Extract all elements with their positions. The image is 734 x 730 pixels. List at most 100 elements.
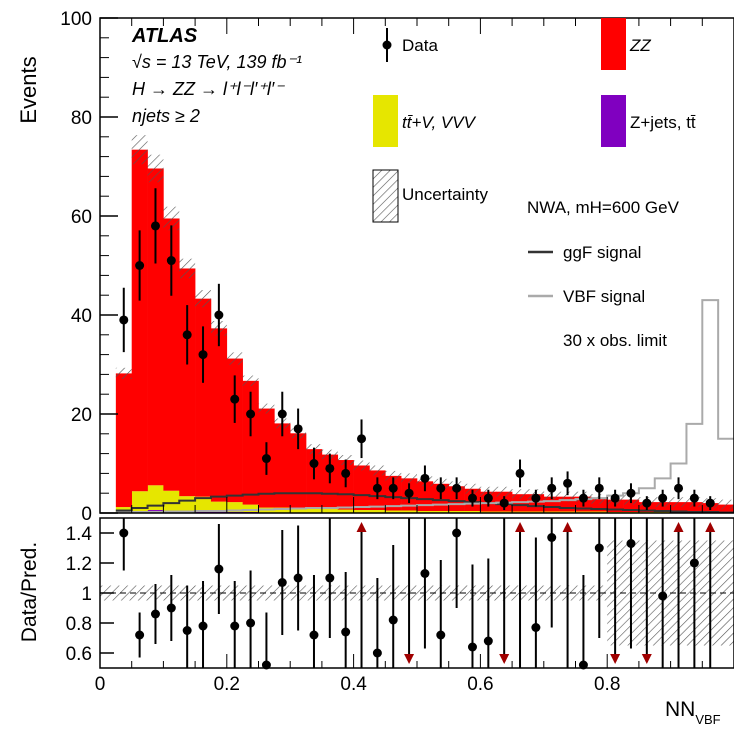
ratio-point-11 xyxy=(293,573,303,583)
legend-label-zz: ZZ xyxy=(629,36,651,55)
main-ytick-label-3: 60 xyxy=(71,207,92,228)
atlas-label: ATLAS xyxy=(131,25,198,47)
uncertainty-hatch-8 xyxy=(242,375,259,387)
data-point-35 xyxy=(674,483,684,493)
legend-swatch-ttv xyxy=(373,95,398,147)
bar-tt-v-vvv-23 xyxy=(480,511,497,513)
data-point-0 xyxy=(119,315,129,325)
data-point-5 xyxy=(198,350,208,360)
ratio-downarrow-3 xyxy=(641,654,652,664)
ratio-point-0 xyxy=(119,528,129,538)
data-point-9 xyxy=(261,454,271,464)
data-point-14 xyxy=(341,468,351,478)
bar-tt-v-vvv-11 xyxy=(290,507,307,513)
ratio-downarrow-2 xyxy=(610,654,621,664)
uncertainty-hatch-9 xyxy=(258,403,275,414)
bar-tt-v-vvv-14 xyxy=(337,509,354,513)
main-y-axis-label: Events xyxy=(16,56,41,123)
ratio-point-10 xyxy=(277,578,287,587)
ratio-point-25 xyxy=(594,543,604,553)
bar-zz-0 xyxy=(115,373,132,508)
uncertainty-hatch-16 xyxy=(369,465,386,476)
legend-label-data: Data xyxy=(402,36,438,55)
bar-tt-v-vvv-8 xyxy=(242,504,259,513)
bar-tt-v-vvv-20 xyxy=(432,511,449,513)
ratio-point-21 xyxy=(483,636,493,646)
ratio-xtick-label-2: 0.4 xyxy=(340,674,367,695)
main-y-ticks: 0 20 40 60 80 100 xyxy=(60,9,118,525)
ratio-point-8 xyxy=(246,618,256,628)
data-points-layer xyxy=(119,188,715,511)
ratio-uparrow-1 xyxy=(515,522,526,532)
legend-entry-zjets: Z+jets, tt̄ xyxy=(601,95,696,147)
ratio-point-20 xyxy=(467,642,477,652)
data-point-12 xyxy=(309,459,319,468)
uncertainty-hatch-28 xyxy=(559,491,576,502)
ratio-point-19 xyxy=(452,528,462,538)
ratio-y-axis-label: Data/Pred. xyxy=(18,542,41,642)
ratio-point-5 xyxy=(198,621,208,631)
data-point-24 xyxy=(499,498,509,508)
bar-tt-v-vvv-30 xyxy=(591,511,608,513)
uncertainty-hatch-38 xyxy=(718,499,734,510)
legend-swatch-zjets xyxy=(601,95,626,147)
bar-tt-v-vvv-15 xyxy=(353,510,370,513)
ratio-point-15 xyxy=(372,648,382,658)
data-point-19 xyxy=(420,473,430,483)
ratio-point-3 xyxy=(166,603,176,613)
bar-tt-v-vvv-1 xyxy=(131,491,148,512)
data-point-29 xyxy=(578,493,588,503)
limit-label: 30 x obs. limit xyxy=(563,331,667,350)
bar-tt-v-vvv-27 xyxy=(543,511,560,513)
ratio-point-26 xyxy=(626,539,636,548)
bar-zz-11 xyxy=(290,433,307,508)
main-plot-panel: 0 20 40 60 80 100 Events xyxy=(16,9,734,525)
legend-entry-data: Data xyxy=(382,28,438,62)
ratio-uparrow-0 xyxy=(356,522,367,532)
ratio-xtick-label-4: 0.8 xyxy=(594,674,620,695)
bar-tt-v-vvv-26 xyxy=(527,511,545,513)
ratio-point-14 xyxy=(341,627,351,637)
ratio-point-13 xyxy=(325,573,335,583)
uncertainty-hatch-1 xyxy=(131,135,148,165)
data-point-21 xyxy=(452,483,462,493)
legend-entry-vbf: VBF signal xyxy=(528,287,645,306)
bar-zz-1 xyxy=(131,149,148,492)
bar-zz-2 xyxy=(147,168,164,486)
ratio-point-23 xyxy=(547,533,557,542)
bar-tt-v-vvv-28 xyxy=(559,511,576,513)
uncertainty-hatch-0 xyxy=(115,367,132,379)
ratio-point-6 xyxy=(214,564,224,574)
uncertainty-hatch-24 xyxy=(496,486,513,497)
data-point-25 xyxy=(515,468,525,478)
data-point-6 xyxy=(214,310,224,320)
main-ytick-label-5: 100 xyxy=(60,9,92,30)
bar-zz-7 xyxy=(226,358,243,503)
annotations: ATLAS √s = 13 TeV, 139 fb⁻¹ H → ZZ → l⁺l… xyxy=(131,25,680,350)
data-point-15 xyxy=(357,434,367,444)
main-ytick-label-1: 20 xyxy=(71,405,92,426)
data-point-30 xyxy=(594,483,604,493)
data-point-16 xyxy=(372,483,382,493)
energy-label: √s = 13 TeV, 139 fb⁻¹ xyxy=(132,52,302,72)
signal-line-vbf xyxy=(115,299,734,514)
ratio-point-2 xyxy=(150,609,160,619)
legend-label-vbf: VBF signal xyxy=(563,287,645,306)
ratio-point-18 xyxy=(436,630,446,640)
data-point-20 xyxy=(436,483,446,493)
ratio-uparrow-2 xyxy=(562,522,573,532)
bar-zz-3 xyxy=(163,218,180,491)
uncertainty-hatch-2 xyxy=(147,154,164,183)
uncertainty-hatch-7 xyxy=(226,352,243,365)
ratio-plot-panel: 0.6 0.8 1 1.2 1.4 0 0.2 0.4 0.6 0.8 Data/Pred. N… xyxy=(18,517,734,727)
bar-tt-v-vvv-16 xyxy=(369,510,386,513)
data-point-28 xyxy=(563,478,573,488)
uncertainty-hatch-4 xyxy=(179,258,196,279)
data-point-23 xyxy=(483,493,493,503)
legend-label-zjets: Z+jets, tt̄ xyxy=(630,113,696,132)
ratio-ytick-label-0: 0.6 xyxy=(66,644,92,665)
ratio-point-28 xyxy=(689,558,699,568)
ratio-uparrow-3 xyxy=(673,522,684,532)
legend-label-ttv: tt̄+V, VVV xyxy=(402,113,477,132)
